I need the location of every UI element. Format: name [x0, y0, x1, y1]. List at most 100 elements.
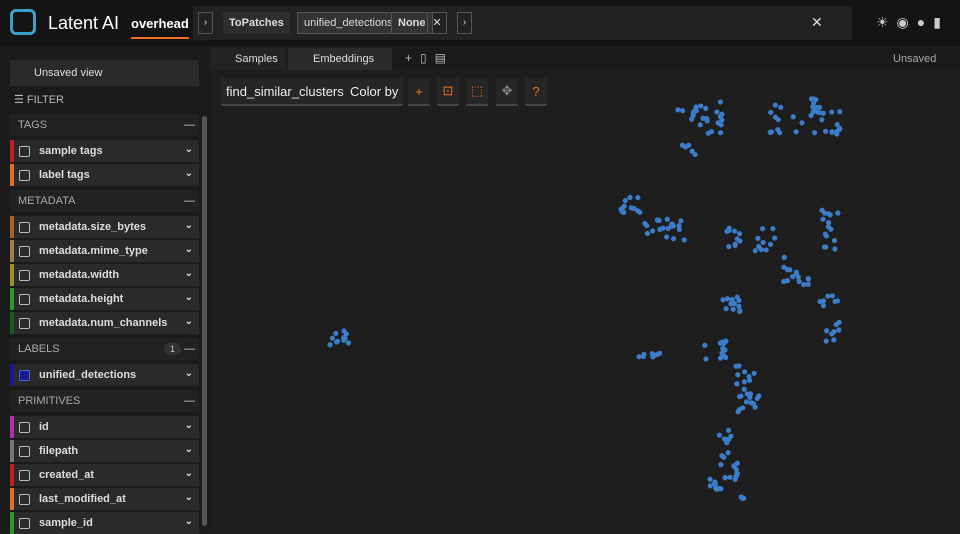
color-bar [10, 264, 14, 286]
embedding-point [754, 395, 760, 402]
stage-remove[interactable]: ✕ [427, 12, 447, 34]
embedding-point [794, 271, 800, 277]
embedding-point [725, 436, 731, 443]
collapse: — [184, 343, 195, 355]
stage-add[interactable]: › [457, 12, 472, 34]
embedding-point [746, 374, 752, 380]
embedding-point [712, 481, 718, 487]
field-name: metadata.mime_type [39, 245, 148, 257]
zoom-button[interactable]: ⊡ [437, 78, 459, 106]
field-row[interactable]: sample_id ⌄ [10, 512, 199, 534]
embedding-point [756, 393, 762, 399]
scrollbar[interactable] [202, 116, 207, 526]
field-name: sample tags [39, 145, 103, 157]
embedding-point [341, 334, 347, 341]
embedding-point [703, 356, 709, 362]
view-bar: › ToPatches unified_detections None ✕ › … [193, 6, 852, 40]
color-bar [10, 440, 14, 462]
embedding-point [736, 363, 742, 369]
embedding-point [669, 221, 675, 227]
field-row[interactable]: id ⌄ [10, 416, 199, 438]
embedding-point [767, 241, 774, 247]
field-row[interactable]: unified_detections ⌄ [10, 364, 199, 386]
embedding-point [768, 109, 774, 116]
embedding-point [703, 105, 709, 111]
embedding-point [341, 337, 347, 343]
field-row[interactable]: metadata.size_bytes ⌄ [10, 216, 199, 238]
group-header: PRIMITIVES — [10, 390, 199, 412]
select-button[interactable]: ⬚ [466, 78, 488, 106]
embedding-point [726, 227, 732, 234]
embedding-point [722, 354, 729, 360]
embedding-point [735, 372, 741, 378]
embedding-point [736, 308, 743, 315]
embedding-point [657, 350, 663, 356]
embedding-point [621, 203, 627, 209]
embedding-point [816, 109, 823, 116]
field-row[interactable]: created_at ⌄ [10, 464, 199, 486]
embedding-point [689, 116, 695, 122]
embedding-point [732, 228, 738, 234]
embedding-point [834, 298, 841, 304]
expand: ⌄ [184, 420, 193, 431]
embedding-point [636, 354, 642, 360]
help-button[interactable]: ? [525, 78, 547, 106]
embedding-point [733, 466, 739, 472]
embedding-point [692, 107, 698, 113]
expand: ⌄ [184, 144, 193, 155]
embedding-point [734, 236, 740, 242]
stage-name[interactable]: ToPatches [223, 12, 290, 34]
embedding-point [691, 109, 697, 115]
embedding-point [738, 393, 744, 399]
stage-field[interactable]: unified_detections [297, 12, 400, 34]
clear-view[interactable]: ✕ [811, 14, 823, 30]
embedding-point [787, 267, 793, 273]
checkbox [19, 145, 30, 157]
color-bar [10, 364, 14, 386]
stage-add[interactable]: › [198, 12, 213, 34]
field-row[interactable]: metadata.height ⌄ [10, 288, 199, 310]
embedding-point [747, 394, 753, 401]
field-row[interactable]: metadata.width ⌄ [10, 264, 199, 286]
embedding-point [690, 112, 696, 118]
tab-active[interactable]: Embeddings [288, 48, 392, 70]
tab[interactable]: Samples [210, 48, 286, 70]
field-name: label tags [39, 169, 90, 181]
embedding-point [719, 117, 725, 123]
field-row[interactable]: metadata.num_channels ⌄ [10, 312, 199, 334]
field-row[interactable]: metadata.mime_type ⌄ [10, 240, 199, 262]
add-button[interactable]: + [408, 78, 430, 106]
embedding-point [810, 104, 816, 110]
tab-controls[interactable]: +▯▤ [405, 51, 454, 65]
embedding-point [734, 294, 740, 300]
embedding-point [778, 104, 784, 110]
checkbox [19, 421, 30, 433]
embedding-point [724, 440, 730, 446]
embedding-point [829, 129, 835, 135]
embedding-point [732, 241, 738, 247]
embedding-point [823, 244, 829, 250]
embedding-point [621, 209, 627, 216]
group-header: METADATA — [10, 190, 199, 212]
embedding-point [712, 479, 718, 485]
pan-button[interactable]: ✥ [496, 78, 518, 106]
color-by-select[interactable]: Color by [345, 78, 404, 106]
embedding-point [758, 246, 764, 253]
view-selector[interactable]: Unsaved view [10, 60, 199, 86]
field-row[interactable]: label tags ⌄ [10, 164, 199, 186]
field-row[interactable]: last_modified_at ⌄ [10, 488, 199, 510]
embedding-point [733, 473, 739, 480]
field-row[interactable]: filepath ⌄ [10, 440, 199, 462]
field-name: sample_id [39, 517, 93, 529]
stage-value[interactable]: None [391, 12, 433, 34]
embedding-point [793, 129, 799, 135]
field-row[interactable]: sample tags ⌄ [10, 140, 199, 162]
embedding-point [819, 207, 825, 213]
embedding-point [741, 386, 747, 392]
embedding-point [680, 108, 686, 114]
embedding-point [333, 339, 340, 345]
brain-key-select[interactable]: find_similar_clusters [221, 78, 349, 106]
dataset-name[interactable]: overhead [131, 16, 189, 39]
embedding-point [768, 129, 775, 135]
toolbar-icons[interactable]: ☀◉●▮ [876, 14, 949, 30]
